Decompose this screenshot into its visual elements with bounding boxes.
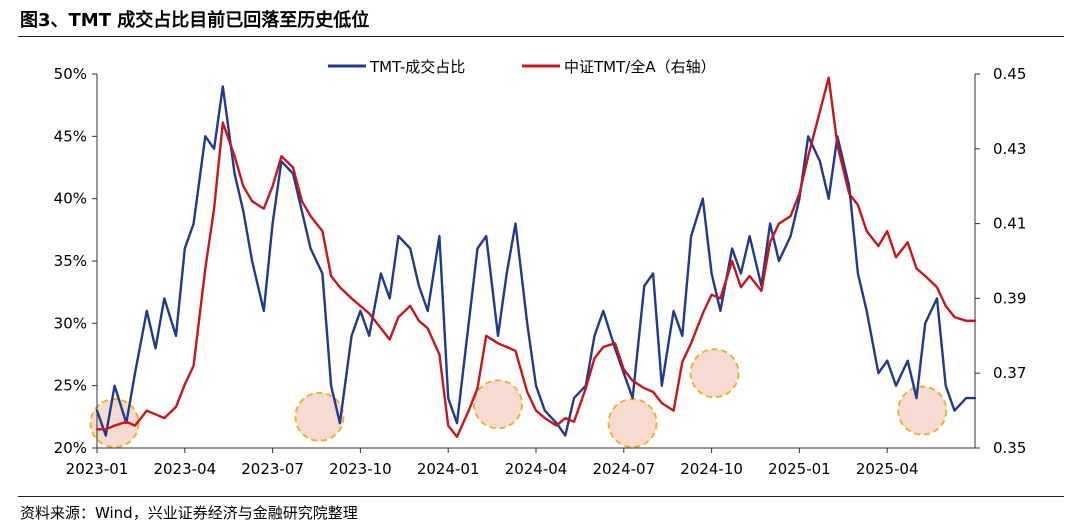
x-tick-label: 2024-07	[592, 460, 655, 478]
series-layer	[95, 76, 977, 438]
y-left-tick-label: 20%	[54, 439, 87, 457]
y-right-tick-label: 0.35	[993, 439, 1026, 457]
highlight-circle	[897, 385, 948, 436]
series-line-ratio	[95, 76, 977, 438]
x-tick-label: 2025-01	[768, 460, 831, 478]
y-right-tick-label: 0.43	[993, 140, 1026, 158]
x-tick-label: 2025-04	[856, 460, 919, 478]
series-line-tmt	[95, 85, 977, 437]
legend: TMT-成交占比 中证TMT/全A（右轴）	[328, 58, 716, 76]
legend-label-ratio: 中证TMT/全A（右轴）	[564, 58, 716, 76]
x-tick-label: 2024-04	[505, 460, 568, 478]
y-right-tick-label: 0.41	[993, 215, 1026, 233]
x-tick-label: 2023-01	[66, 460, 129, 478]
highlight-circle	[607, 398, 658, 449]
highlight-circle	[89, 398, 140, 449]
x-tick-label: 2024-10	[680, 460, 743, 478]
y-right-tick-label: 0.45	[993, 65, 1026, 83]
y-left-tick-label: 25%	[54, 377, 87, 395]
title-rule	[18, 36, 1064, 37]
x-tick-label: 2023-07	[241, 460, 304, 478]
highlight-circle	[689, 348, 740, 399]
y-left-tick-label: 40%	[54, 190, 87, 208]
y-left-tick-label: 45%	[54, 127, 87, 145]
y-right-tick-label: 0.37	[993, 364, 1026, 382]
source-rule	[18, 496, 1064, 497]
x-tick-label: 2024-01	[417, 460, 480, 478]
x-tick-label: 2023-04	[153, 460, 216, 478]
y-right-tick-label: 0.39	[993, 289, 1026, 307]
source-note: 资料来源：Wind，兴业证券经济与金融研究院整理	[20, 504, 358, 522]
y-left-tick-label: 35%	[54, 252, 87, 270]
y-left-tick-label: 50%	[54, 65, 87, 83]
y-left-tick-label: 30%	[54, 314, 87, 332]
highlight-circle	[294, 391, 345, 442]
x-tick-label: 2023-10	[329, 460, 392, 478]
axes: 50% 45% 40% 35% 30% 25% 20% 0.45 0.43 0.41 0.39 0.3…	[54, 65, 1027, 478]
chart-title: 图3、TMT 成交占比目前已回落至历史低位	[20, 10, 370, 31]
legend-label-tmt: TMT-成交占比	[369, 58, 465, 76]
highlight-circle	[472, 379, 523, 430]
